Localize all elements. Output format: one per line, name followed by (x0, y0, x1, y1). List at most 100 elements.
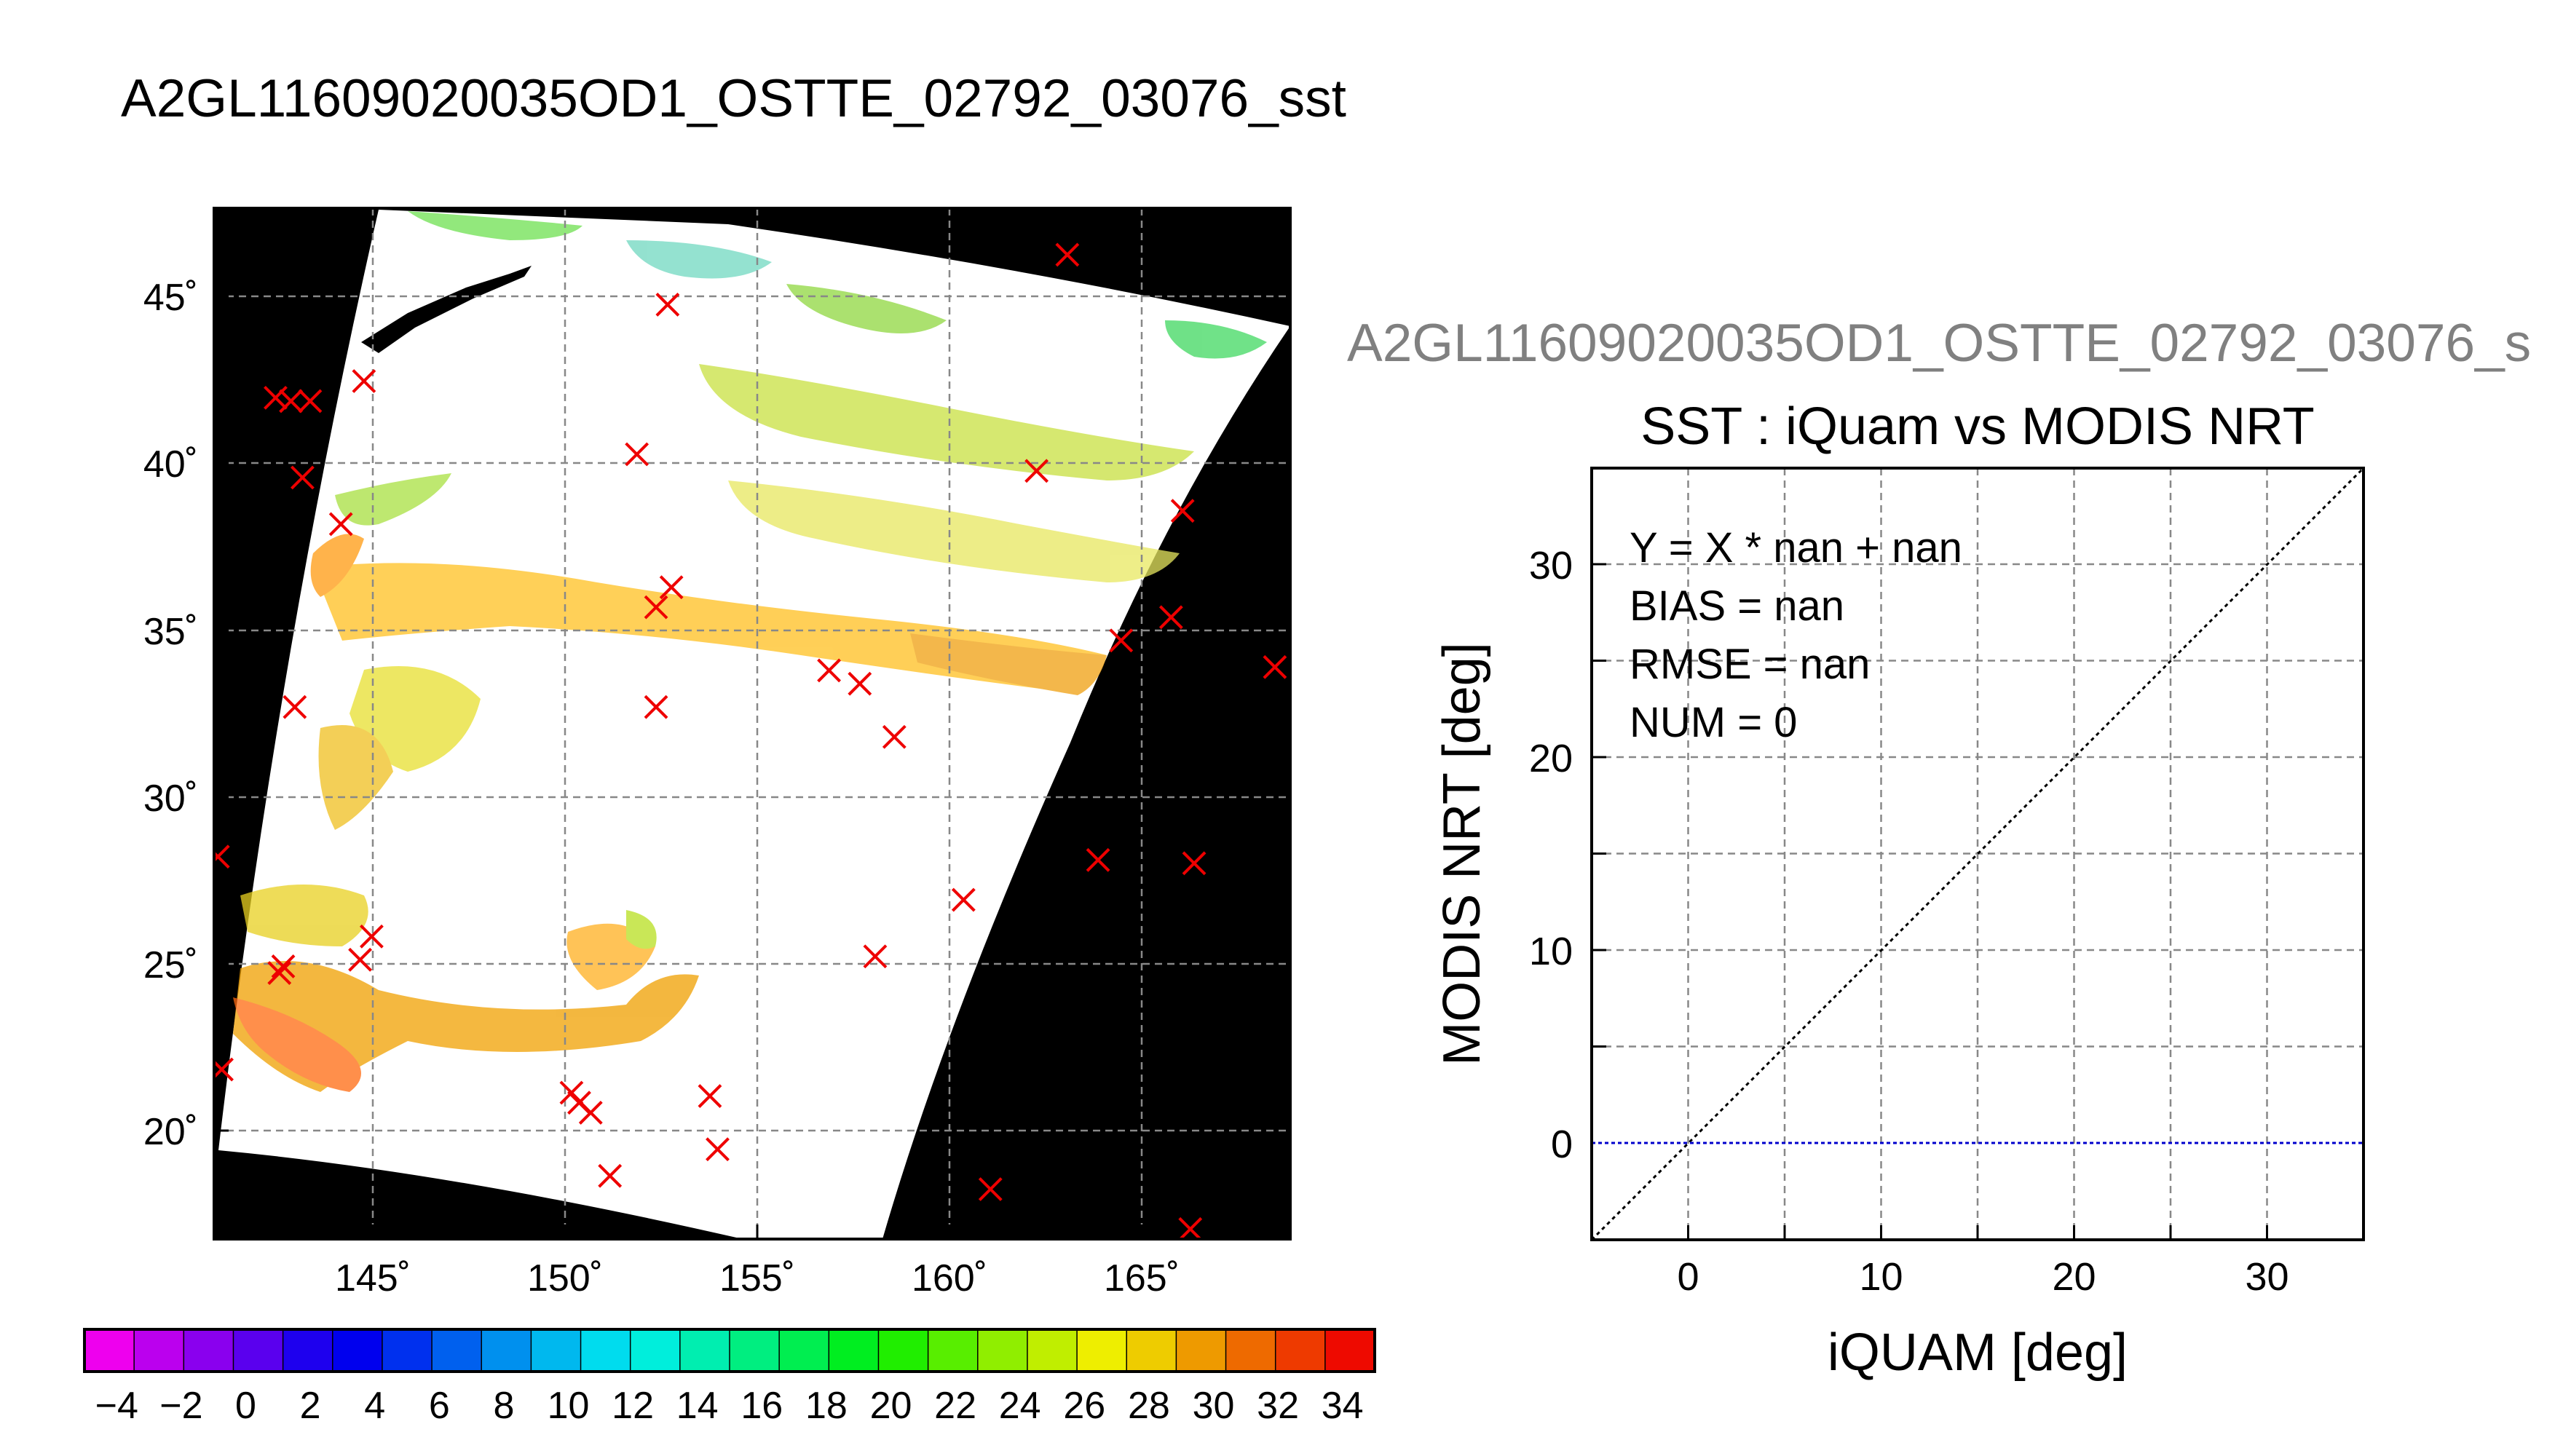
colorbar-cell (1275, 1329, 1326, 1372)
matchup-marker (1182, 851, 1207, 876)
colorbar-cell (1126, 1329, 1177, 1372)
colorbar-cells (84, 1329, 1375, 1372)
colorbar-cell (630, 1329, 681, 1372)
matchup-marker (644, 695, 668, 719)
colorbar-label: 26 (1063, 1385, 1105, 1427)
matchup-marker (655, 293, 680, 317)
matchup-marker (267, 961, 292, 985)
scatter-stats: Y = X * nan + nan BIAS = nan RMSE = nan … (1630, 524, 1962, 746)
colorbar-cell (481, 1329, 532, 1372)
colorbar-frame (83, 1328, 1376, 1373)
lon-label-150: 150˚ (527, 1257, 603, 1299)
scatter-ticks (1592, 563, 2268, 1240)
lon-label-145: 145˚ (335, 1257, 411, 1299)
matchup-marker (283, 695, 307, 719)
colorbar: −4 −2 0 2 4 6 8 10 12 14 16 18 20 22 24 26 28 30 32 34 (83, 1328, 1376, 1427)
matchup-marker (1086, 847, 1110, 872)
matchup-marker (978, 1177, 1003, 1201)
stats-bias: BIAS = nan (1630, 582, 1844, 630)
colorbar-cell (730, 1329, 780, 1372)
colorbar-label: 16 (741, 1385, 783, 1427)
colorbar-cell (1324, 1329, 1375, 1372)
x-tick-10: 10 (1859, 1255, 1903, 1299)
figure-title: A2GL11609020035OD1_OSTTE_02792_03076_sst (121, 69, 1346, 128)
colorbar-cell (1077, 1329, 1128, 1372)
y-tick-30: 30 (1529, 544, 1573, 587)
matchup-marker (328, 512, 353, 537)
colorbar-cell (233, 1329, 284, 1372)
matchup-marker (1170, 499, 1195, 523)
colorbar-cell (432, 1329, 483, 1372)
matchup-marker (1178, 1216, 1203, 1239)
y-tick-0: 0 (1551, 1123, 1573, 1166)
matchup-marker (848, 671, 872, 696)
lat-tick-labels: 20˚ 25˚ 30˚ 35˚ 40˚ 45˚ (143, 277, 198, 1153)
lon-label-160: 160˚ (912, 1257, 987, 1299)
colorbar-label: 30 (1193, 1385, 1235, 1427)
map-ticks (214, 295, 1143, 1239)
map-frame (213, 207, 1292, 1241)
stats-rmse: RMSE = nan (1630, 641, 1870, 688)
sst-imagery (233, 211, 1267, 1092)
colorbar-cell (1027, 1329, 1078, 1372)
scatter-subtitle: A2GL11609020035OD1_OSTTE_02792_03076_s (1347, 314, 2531, 373)
scatter-y-tick-labels: 0 10 20 30 (1529, 544, 1573, 1166)
colorbar-cell (977, 1329, 1028, 1372)
colorbar-label: −4 (95, 1385, 138, 1427)
colorbar-label: 24 (999, 1385, 1041, 1427)
colorbar-cell (283, 1329, 333, 1372)
lat-label-35: 35˚ (143, 611, 198, 653)
matchup-marker (698, 1084, 722, 1109)
colorbar-label: 4 (364, 1385, 385, 1427)
matchup-marker (863, 944, 888, 969)
matchup-marker (1263, 654, 1287, 679)
scatter-gridlines (1592, 468, 2364, 1240)
colorbar-label: 32 (1257, 1385, 1299, 1427)
scatter-x-tick-labels: 0 10 20 30 (1677, 1255, 2289, 1299)
scatter-x-axis-label: iQUAM [deg] (1828, 1324, 2128, 1382)
x-tick-30: 30 (2245, 1255, 2289, 1299)
colorbar-cell (928, 1329, 979, 1372)
matchup-marker (559, 1080, 584, 1105)
matchup-marker (360, 924, 384, 949)
matchup-marker (625, 442, 649, 467)
lon-label-165: 165˚ (1104, 1257, 1180, 1299)
matchup-marker (271, 954, 296, 978)
colorbar-label: 28 (1128, 1385, 1170, 1427)
matchup-marker (659, 575, 684, 600)
map-gridlines (214, 208, 1290, 1239)
matchup-marker (290, 465, 315, 490)
colorbar-label: 34 (1322, 1385, 1364, 1427)
x-tick-0: 0 (1677, 1255, 1699, 1299)
lat-label-20: 20˚ (143, 1111, 198, 1153)
matchup-marker (1024, 459, 1049, 483)
colorbar-label: 2 (300, 1385, 321, 1427)
colorbar-cell (1225, 1329, 1276, 1372)
colorbar-label: −2 (159, 1385, 202, 1427)
colorbar-label: 20 (870, 1385, 912, 1427)
matchup-marker (352, 369, 376, 393)
matchup-marker (644, 595, 668, 620)
colorbar-cell (531, 1329, 582, 1372)
colorbar-cell (580, 1329, 631, 1372)
colorbar-cell (679, 1329, 730, 1372)
matchup-marker (348, 947, 372, 972)
matchup-marker (279, 389, 303, 414)
scatter-title: SST : iQuam vs MODIS NRT (1640, 397, 2315, 456)
y-tick-10: 10 (1529, 930, 1573, 973)
colorbar-cell (1176, 1329, 1227, 1372)
matchup-marker (598, 1163, 623, 1188)
colorbar-label: 12 (612, 1385, 654, 1427)
colorbar-cell (382, 1329, 433, 1372)
colorbar-cell (779, 1329, 830, 1372)
lat-label-40: 40˚ (143, 443, 198, 486)
matchup-marker (264, 385, 288, 410)
colorbar-cell (829, 1329, 880, 1372)
scatter-panel: A2GL11609020035OD1_OSTTE_02792_03076_s S… (1347, 314, 2531, 1382)
colorbar-label: 0 (235, 1385, 256, 1427)
lat-label-30: 30˚ (143, 778, 198, 820)
matchup-marker (1158, 605, 1183, 630)
stats-num: NUM = 0 (1630, 699, 1797, 746)
matchup-marker (578, 1101, 603, 1125)
